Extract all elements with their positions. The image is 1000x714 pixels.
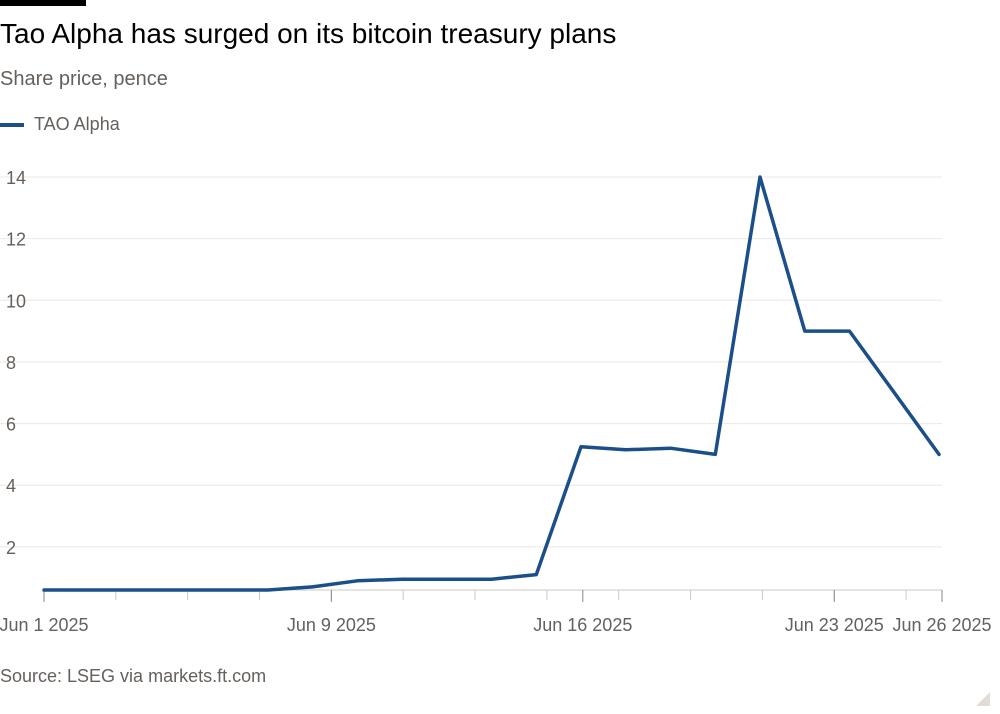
series-line-tao-alpha (42, 175, 941, 592)
source-note: Source: LSEG via markets.ft.com (0, 666, 267, 686)
y-tick-label: 8 (6, 353, 16, 373)
x-tick-label: Jun 26 2025 (892, 615, 991, 635)
legend-label: TAO Alpha (34, 114, 120, 134)
x-tick-label: Jun 1 2025 (0, 615, 89, 635)
resize-corner-icon (976, 692, 990, 706)
grid-lines (0, 176, 942, 548)
y-tick-label: 2 (6, 538, 16, 558)
x-tick-label: Jun 23 2025 (785, 615, 884, 635)
y-axis-ticks: 2 4 6 8 10 12 14 (6, 168, 26, 558)
y-tick-label: 12 (6, 230, 26, 250)
y-tick-label: 10 (6, 291, 26, 311)
legend-swatch (0, 122, 24, 127)
chart-subtitle: Share price, pence (0, 68, 168, 90)
x-tick-label: Jun 9 2025 (287, 615, 376, 635)
chart-title: Tao Alpha has surged on its bitcoin trea… (0, 18, 617, 49)
x-axis-ticks: Jun 1 2025 Jun 9 2025 Jun 16 2025 Jun 23 20… (0, 590, 992, 635)
series-lines (42, 175, 941, 592)
y-tick-label: 6 (6, 415, 16, 435)
y-tick-label: 14 (6, 168, 26, 188)
brand-top-bar (0, 0, 86, 6)
legend: TAO Alpha (0, 114, 120, 135)
x-tick-label: Jun 16 2025 (533, 615, 632, 635)
y-tick-label: 4 (6, 476, 16, 496)
